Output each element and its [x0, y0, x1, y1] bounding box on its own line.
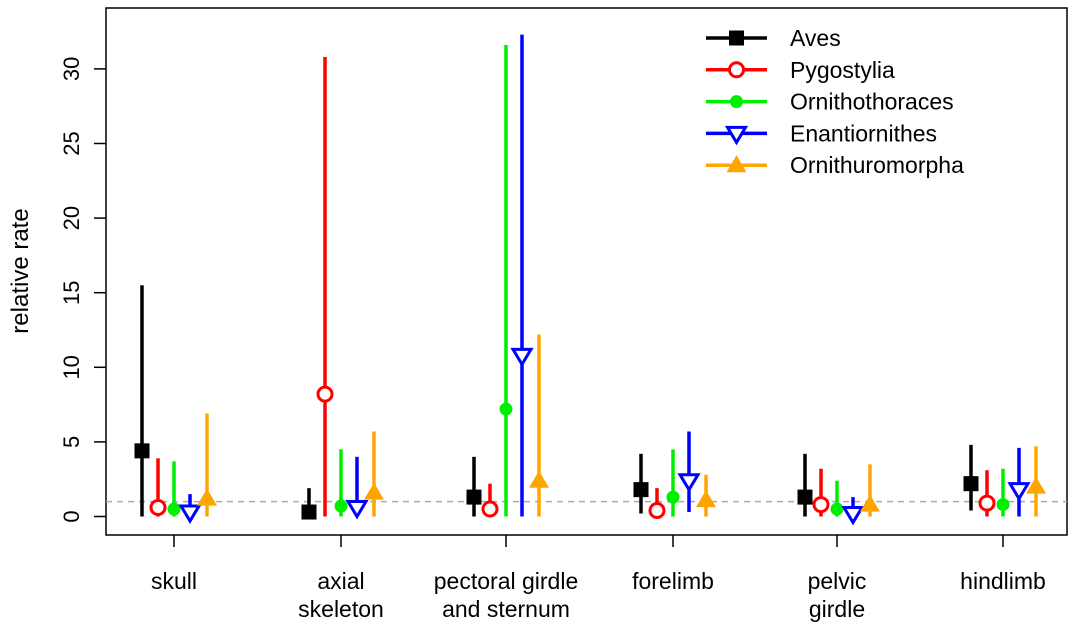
series-ornithuromorpha: [197, 334, 1046, 517]
data-point-marker: [830, 502, 844, 516]
legend-label: Enantiornithes: [790, 120, 937, 146]
x-category-label: forelimb: [632, 568, 714, 594]
data-point-marker: [334, 499, 348, 513]
x-category-label: skull: [151, 568, 197, 594]
x-category-label: hindlimb: [960, 568, 1046, 594]
legend-marker: [724, 125, 749, 146]
data-point-marker: [797, 489, 813, 505]
data-point-marker: [345, 500, 369, 520]
data-point-marker: [364, 482, 384, 500]
legend-item: Ornithothoraces: [706, 89, 954, 115]
y-tick-label: 0: [59, 510, 84, 522]
data-point-marker: [510, 347, 534, 368]
data-point-marker: [178, 504, 202, 524]
plot-frame: [105, 7, 1068, 536]
series-ornithothoraces: [167, 45, 1010, 517]
data-point-marker: [316, 385, 334, 403]
legend-marker: [729, 30, 744, 46]
x-category-label: girdle: [809, 596, 865, 622]
data-point-marker: [633, 482, 649, 498]
series-pygostylia: [149, 56, 996, 520]
legend-item: Ornithuromorpha: [706, 152, 964, 178]
data-point-marker: [197, 488, 217, 506]
data-point-marker: [648, 502, 666, 520]
legend-marker: [726, 155, 747, 173]
data-point-marker: [499, 402, 513, 416]
series-aves: [134, 285, 979, 520]
legend-label: Aves: [790, 25, 841, 51]
data-point-marker: [466, 489, 482, 505]
data-point-marker: [301, 504, 317, 520]
legend-item: Pygostylia: [706, 57, 895, 83]
data-point-marker: [996, 498, 1010, 512]
data-point-marker: [860, 494, 880, 512]
x-category-label: axial: [317, 568, 364, 594]
data-point-marker: [696, 490, 716, 508]
data-point-marker: [841, 506, 865, 526]
y-tick-label: 10: [59, 355, 84, 379]
legend-item: Aves: [706, 25, 841, 51]
y-tick-label: 25: [59, 131, 84, 155]
data-point-marker: [666, 490, 680, 504]
legend-label: Ornithuromorpha: [790, 152, 964, 178]
y-tick-label: 15: [59, 280, 84, 304]
x-category-label: and sternum: [442, 596, 570, 622]
data-point-marker: [167, 502, 181, 516]
data-point-marker: [978, 494, 996, 512]
data-point-marker: [149, 499, 167, 517]
series-enantiornithes: [178, 34, 1031, 526]
data-point-marker: [481, 500, 499, 518]
y-tick-label: 5: [59, 436, 84, 448]
y-tick-label: 20: [59, 206, 84, 230]
data-point-marker: [529, 470, 549, 488]
y-axis-title: relative rate: [7, 208, 34, 333]
legend-label: Ornithothoraces: [790, 89, 954, 115]
y-tick-label: 30: [59, 57, 84, 81]
x-category-label: skeleton: [298, 596, 384, 622]
legend-label: Pygostylia: [790, 57, 895, 83]
data-point-marker: [134, 443, 150, 459]
legend: Aves Pygostylia Ornithothoraces Enantiornit…: [706, 25, 964, 178]
x-category-label: pectoral girdle: [434, 568, 578, 594]
data-point-marker: [963, 476, 979, 492]
data-point-marker: [1007, 482, 1031, 502]
data-point-marker: [1026, 476, 1046, 494]
legend-marker: [728, 61, 745, 79]
legend-marker: [730, 95, 743, 109]
legend-item: Enantiornithes: [706, 120, 937, 146]
data-point-marker: [812, 496, 830, 514]
data-point-marker: [677, 473, 701, 493]
x-category-label: pelvic: [808, 568, 867, 594]
